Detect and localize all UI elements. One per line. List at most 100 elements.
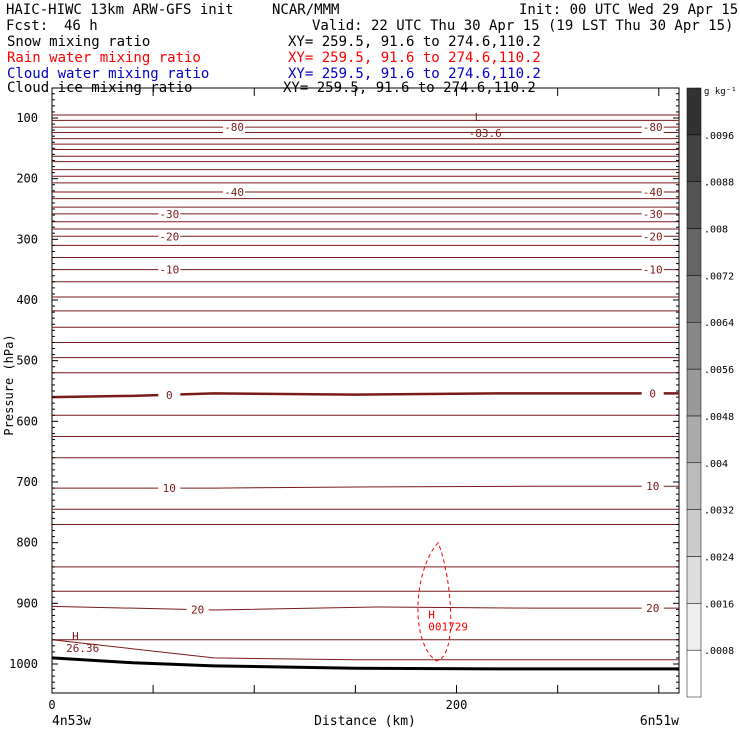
x-end-label-left: 4n53w <box>52 714 91 729</box>
colorbar-tick-label: .004 <box>704 459 728 470</box>
colorbar-segment <box>686 87 702 136</box>
isotherm-line <box>51 392 679 399</box>
isotherm-label-bg <box>223 121 246 134</box>
model-title: HAIC-HIWC 13km ARW-GFS init <box>6 2 234 18</box>
isotherm-label: 0 <box>649 387 656 400</box>
colorbar-tick-label: .0024 <box>704 552 734 563</box>
isotherm-label: -40 <box>224 186 244 199</box>
colorbar-tick-label: .0064 <box>704 318 734 329</box>
colorbar-segment <box>686 603 702 651</box>
valid-time: Valid: 22 UTC Thu 30 Apr 15 (19 LST Thu … <box>312 18 734 34</box>
colorbar-segment <box>686 556 702 604</box>
isotherm-label: 20 <box>191 604 204 617</box>
forecast-hours: 46 h <box>64 18 98 34</box>
isotherm-label-bg <box>158 263 181 276</box>
isotherm-label: -10 <box>643 264 663 277</box>
colorbar-segment <box>686 275 702 323</box>
isotherm-label-bg <box>641 480 664 493</box>
colorbar-tick-label: .0088 <box>704 178 734 189</box>
y-axis-label: Pressure (hPa) <box>2 334 16 435</box>
isotherm-label-bg <box>641 186 664 199</box>
center-label: NCAR/MMM <box>272 2 340 18</box>
colorbar-segment <box>686 649 702 698</box>
isotherm-line <box>52 485 679 489</box>
field-xy-rain: XY= 259.5, 91.6 to 274.6,110.2 <box>288 50 541 66</box>
colorbar-tick-label: .0048 <box>704 412 734 423</box>
colorbar-tick-label: .0072 <box>704 271 734 282</box>
y-tick-label: 300 <box>16 232 38 246</box>
colorbar-segment <box>686 415 702 464</box>
x-axis-label: Distance (km) <box>314 714 416 729</box>
isotherm-label-bg <box>641 121 664 134</box>
colorbar-segment <box>686 181 702 229</box>
temp-min-marker: L <box>475 111 482 124</box>
x-end-label-right: 6n51w <box>640 714 679 729</box>
isotherm-label-bg <box>186 603 209 616</box>
field-name-rain: Rain water mixing ratio <box>7 50 201 66</box>
colorbar-segment <box>686 509 702 557</box>
field-xy-cloud-water: XY= 259.5, 91.6 to 274.6,110.2 <box>288 66 541 82</box>
colorbar-tick-label: .0056 <box>704 365 734 376</box>
temp-max-value: 26.36 <box>66 642 99 655</box>
colorbar-unit: g kg⁻¹ <box>704 87 737 97</box>
y-tick-label: 200 <box>16 172 38 186</box>
isotherm-label-bg <box>641 387 664 400</box>
isotherm-label-bg <box>641 230 664 243</box>
y-tick-label: 100 <box>16 111 38 125</box>
isotherm-label: -30 <box>643 208 663 221</box>
rain-water-contour <box>417 541 452 662</box>
isotherm-label: -10 <box>159 264 179 277</box>
isotherm-label: -20 <box>159 230 179 243</box>
colorbar-segment <box>686 462 702 510</box>
isotherm-label-bg <box>158 482 181 495</box>
isotherm-label: 0 <box>166 389 173 402</box>
colorbar-tick-label: .008 <box>704 225 728 236</box>
field-xy-snow: XY= 259.5, 91.6 to 274.6,110.2 <box>288 34 541 50</box>
terrain-line <box>51 656 679 671</box>
y-tick-label: 800 <box>16 536 38 550</box>
y-tick-label: 600 <box>16 414 38 428</box>
init-time: Init: 00 UTC Wed 29 Apr 15 <box>519 2 739 18</box>
colorbar-segment <box>686 134 702 182</box>
isotherm-label: -80 <box>224 121 244 134</box>
colorbar-segment <box>686 368 702 417</box>
temp-min-value: -83.6 <box>469 127 502 140</box>
y-tick-label: 700 <box>16 475 38 489</box>
isotherm-label: 10 <box>163 482 176 495</box>
isotherm-label-bg <box>223 186 246 199</box>
x-tick-label: 0 <box>48 698 55 712</box>
isotherm-line <box>51 605 679 611</box>
y-tick-label: 400 <box>16 293 38 307</box>
isotherm-label-bg <box>641 263 664 276</box>
isotherm-label: -80 <box>643 121 663 134</box>
isotherm-label: -30 <box>159 208 179 221</box>
isotherm-label: 20 <box>646 602 659 615</box>
isotherm-label: 10 <box>646 480 659 493</box>
colorbar-tick-label: .0096 <box>704 131 734 142</box>
colorbar-segment <box>686 228 702 276</box>
isotherm-label-bg <box>158 388 181 401</box>
y-tick-label: 900 <box>16 596 38 610</box>
isotherm-label: -20 <box>643 230 663 243</box>
y-tick-label: 500 <box>16 354 38 368</box>
y-tick-label: 1000 <box>9 657 38 671</box>
field-name-snow: Snow mixing ratio <box>7 34 151 50</box>
isotherm-label: -40 <box>643 186 663 199</box>
x-tick-label: 200 <box>446 698 468 712</box>
colorbar-tick-label: .0016 <box>704 599 734 610</box>
forecast-label: Fcst: <box>6 18 49 34</box>
colorbar-tick-label: .0008 <box>704 646 734 657</box>
isotherm-label-bg <box>158 230 181 243</box>
rain-max-value: 001729 <box>428 621 468 634</box>
rain-max-marker: H <box>428 609 435 622</box>
isotherm-label-bg <box>158 207 181 220</box>
isotherm-label-bg <box>641 207 664 220</box>
colorbar-tick-label: .0032 <box>704 506 734 517</box>
temp-max-marker: H <box>72 630 79 643</box>
field-name-cloud-water: Cloud water mixing ratio <box>7 66 210 82</box>
plot-frame <box>51 87 680 694</box>
colorbar-segment <box>686 321 702 370</box>
isotherm-line <box>51 639 679 661</box>
isotherm-label-bg <box>641 602 664 615</box>
